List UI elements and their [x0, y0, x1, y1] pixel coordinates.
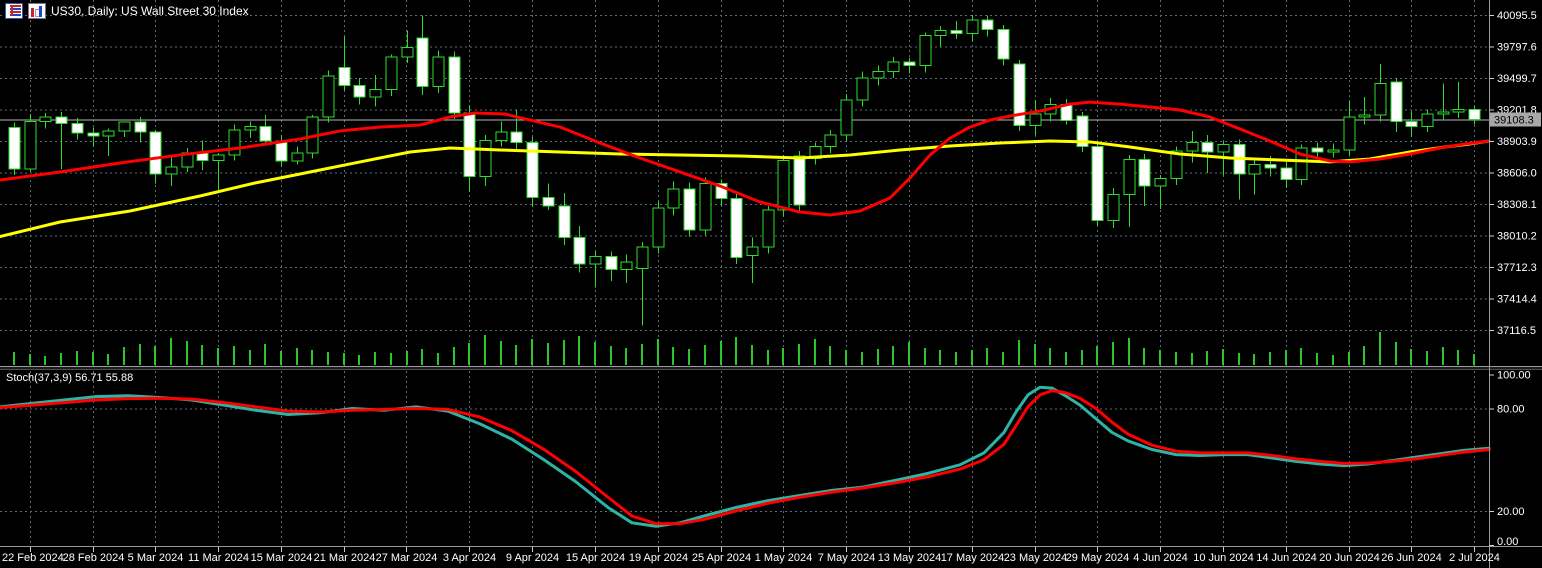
date-axis-label: 1 May 2024 — [755, 552, 812, 564]
price-axis-label: 38010.2 — [1497, 231, 1537, 243]
date-axis-label: 27 Mar 2024 — [376, 552, 438, 564]
stoch-main-line — [0, 385, 1491, 528]
date-axis-label: 10 Jun 2024 — [1193, 552, 1254, 564]
date-axis-label: 2 Jul 2024 — [1449, 552, 1500, 564]
stochastic-indicator-label: Stoch(37,3,9) 56.71 55.88 — [6, 372, 134, 384]
price-axis-label: 39797.6 — [1497, 42, 1537, 54]
date-axis-label: 17 May 2024 — [941, 552, 1005, 564]
date-axis-label: 15 Mar 2024 — [251, 552, 313, 564]
grid-layer — [0, 0, 1489, 546]
price-axis-label: 37712.3 — [1497, 262, 1537, 274]
ma-fast-red-line — [0, 100, 1491, 217]
date-axis-label: 9 Apr 2024 — [506, 552, 559, 564]
date-axis-label: 25 Apr 2024 — [692, 552, 751, 564]
date-axis-label: 15 Apr 2024 — [566, 552, 625, 564]
volume-layer — [13, 332, 1475, 365]
stoch-axis-label: 80.00 — [1497, 404, 1525, 416]
date-axis-label: 11 Mar 2024 — [188, 552, 249, 564]
date-axis-label: 21 Mar 2024 — [314, 552, 376, 564]
date-axis-label: 4 Jun 2024 — [1133, 552, 1187, 564]
date-axis-label: 14 Jun 2024 — [1256, 552, 1317, 564]
chart-title: US30, Daily: US Wall Street 30 Index — [51, 4, 249, 18]
stoch-signal-line — [0, 389, 1491, 526]
date-axis-label: 29 May 2024 — [1066, 552, 1130, 564]
price-axis-label: 37116.5 — [1497, 325, 1536, 337]
date-axis-label: 23 May 2024 — [1004, 552, 1068, 564]
date-axis-label: 20 Jun 2024 — [1319, 552, 1380, 564]
quotes-list-icon — [5, 3, 23, 19]
date-axis-label: 22 Feb 2024 — [2, 552, 64, 564]
bid-price-tag: 39108.3 — [1490, 112, 1541, 127]
bid-price-value: 39108.3 — [1494, 114, 1534, 126]
price-axis-label: 40095.5 — [1497, 10, 1537, 22]
stoch-axis-label: 0.00 — [1497, 536, 1518, 548]
stoch-axis-label: 100.00 — [1497, 369, 1531, 381]
price-axis-label: 39499.7 — [1497, 73, 1537, 85]
date-axis-label: 7 May 2024 — [818, 552, 875, 564]
date-axis-label: 19 Apr 2024 — [629, 552, 688, 564]
bar-chart-icon — [28, 3, 46, 19]
stoch-axis-label: 20.00 — [1497, 506, 1525, 518]
date-axis-label: 13 May 2024 — [878, 552, 942, 564]
candles-layer — [8, 15, 1481, 326]
panel-separator — [0, 366, 1542, 370]
price-axis-label: 38308.1 — [1497, 199, 1537, 211]
chart-titlebar: US30, Daily: US Wall Street 30 Index — [5, 3, 249, 19]
date-axis-label: 3 Apr 2024 — [443, 552, 496, 564]
price-axis-label: 37414.4 — [1497, 294, 1537, 306]
date-axis-label: 5 Mar 2024 — [128, 552, 184, 564]
date-axis-label: 26 Jun 2024 — [1381, 552, 1442, 564]
price-axis-label: 38606.0 — [1497, 168, 1537, 180]
price-axis-label: 38903.9 — [1497, 136, 1537, 148]
date-axis-label: 28 Feb 2024 — [63, 552, 125, 564]
